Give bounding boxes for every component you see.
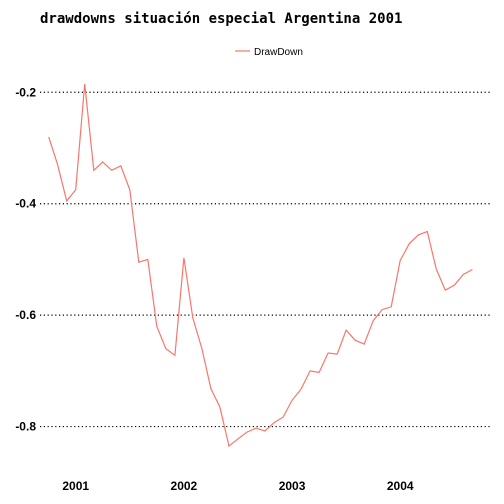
y-axis: -0.2 -0.4 -0.6 -0.8 xyxy=(15,85,36,433)
series-layer xyxy=(48,83,473,448)
x-tick-label: 2004 xyxy=(387,479,414,493)
y-tick-label: -0.2 xyxy=(15,85,36,99)
series-line-drawdown xyxy=(48,83,473,448)
x-axis: 2001 2002 2003 2004 xyxy=(62,479,414,493)
gridlines xyxy=(40,91,490,428)
y-tick-label: -0.8 xyxy=(15,420,36,434)
legend: DrawDown xyxy=(235,47,303,58)
x-tick-label: 2001 xyxy=(62,479,89,493)
chart-title: drawdowns situación especial Argentina 2… xyxy=(40,11,402,27)
x-tick-label: 2003 xyxy=(279,479,306,493)
legend-label: DrawDown xyxy=(254,47,303,58)
y-tick-label: -0.6 xyxy=(15,308,36,322)
y-tick-label: -0.4 xyxy=(15,197,36,211)
x-tick-label: 2002 xyxy=(171,479,198,493)
